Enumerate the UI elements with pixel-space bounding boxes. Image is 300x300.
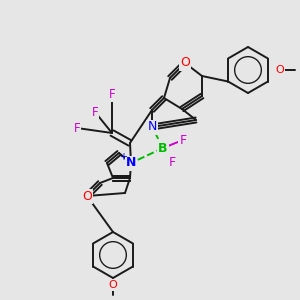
Text: F: F [74, 122, 80, 134]
Text: +: + [119, 152, 127, 162]
Text: O: O [180, 56, 190, 70]
Text: N: N [126, 157, 136, 169]
Text: F: F [168, 157, 175, 169]
Text: O: O [276, 65, 284, 75]
Text: F: F [92, 106, 98, 118]
Text: O: O [109, 280, 117, 290]
Text: O: O [82, 190, 92, 202]
Text: B: B [158, 142, 168, 154]
Text: F: F [109, 88, 115, 101]
Text: N: N [147, 121, 157, 134]
Text: F: F [179, 134, 187, 146]
